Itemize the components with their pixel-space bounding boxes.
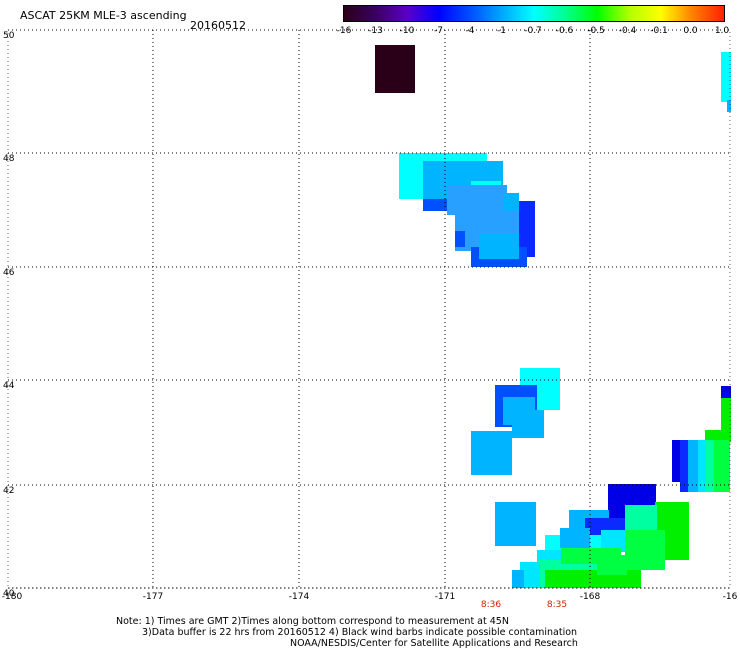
map-frame [7, 29, 731, 589]
swath-cell [512, 410, 544, 438]
swath-cell [680, 440, 688, 492]
note-line-3: NOAA/NESDIS/Center for Satellite Applica… [290, 638, 578, 649]
colorbar-tick-label: -0.7 [524, 26, 542, 36]
colorbar-tick-label: -13 [368, 26, 383, 36]
longitude-label: -16 [722, 592, 738, 602]
swath-cell [519, 201, 535, 257]
time-label: 8:36 [480, 600, 502, 610]
swath-cell [447, 185, 507, 215]
note-line-1: Note: 1) Times are GMT 2)Times along bot… [116, 616, 509, 627]
longitude-label: -168 [579, 592, 601, 602]
colorbar [343, 5, 725, 22]
swath-cell [520, 562, 540, 588]
swath-cell [560, 528, 590, 548]
product-title: ASCAT 25KM MLE-3 ascending [20, 9, 187, 22]
product-date: 20160512 [190, 19, 246, 32]
swath-cell [495, 502, 536, 546]
colorbar-tick-label: -10 [399, 26, 415, 36]
swath-cell [688, 440, 698, 492]
latitude-label: 50 [3, 31, 15, 41]
swath-cell [512, 570, 524, 588]
longitude-label: -174 [288, 592, 310, 602]
swath-cell [698, 440, 708, 492]
swath-cell [375, 45, 415, 93]
colorbar-tick-label: -0.6 [555, 26, 574, 36]
grid-layer [7, 29, 731, 589]
colorbar-tick-label: -0.1 [650, 26, 668, 36]
swath-cell [721, 52, 731, 102]
longitude-label: -177 [142, 592, 164, 602]
note-line-2: 3)Data buffer is 22 hrs from 20160512 4)… [142, 627, 578, 638]
swath-cell [714, 440, 730, 492]
colorbar-tick-label: 0.0 [683, 26, 698, 36]
swath-cell [479, 233, 519, 259]
swath-cell [727, 100, 731, 112]
swath-cell [503, 193, 519, 213]
latitude-label: 40 [3, 589, 15, 599]
colorbar-tick-label: -1 [497, 26, 506, 36]
swath-cell [705, 430, 731, 442]
swath-cell [625, 530, 665, 570]
latitude-label: 48 [3, 154, 15, 164]
swath-cell [455, 231, 465, 247]
longitude-label: -171 [434, 592, 456, 602]
swath-cell [601, 530, 625, 552]
swath-cell [471, 431, 512, 475]
swath-layer [375, 45, 731, 588]
time-label: 8:35 [546, 600, 568, 610]
colorbar-tick-label: -7 [434, 26, 443, 36]
swath-cell [721, 398, 731, 430]
latitude-label: 46 [3, 268, 15, 278]
colorbar-tick-label: -0.5 [587, 26, 605, 36]
swath-cell [721, 386, 731, 398]
colorbar-tick-label: -4 [465, 26, 475, 36]
latitude-label: 44 [3, 381, 15, 391]
colorbar-tick-label: -0.4 [618, 26, 637, 36]
longitude-label: -180 [1, 592, 23, 602]
colorbar-tick-label: -16 [336, 26, 352, 36]
colorbar-tick-label: 1.0 [714, 26, 730, 36]
latitude-label: 42 [3, 486, 15, 496]
swath-cell [597, 555, 627, 575]
